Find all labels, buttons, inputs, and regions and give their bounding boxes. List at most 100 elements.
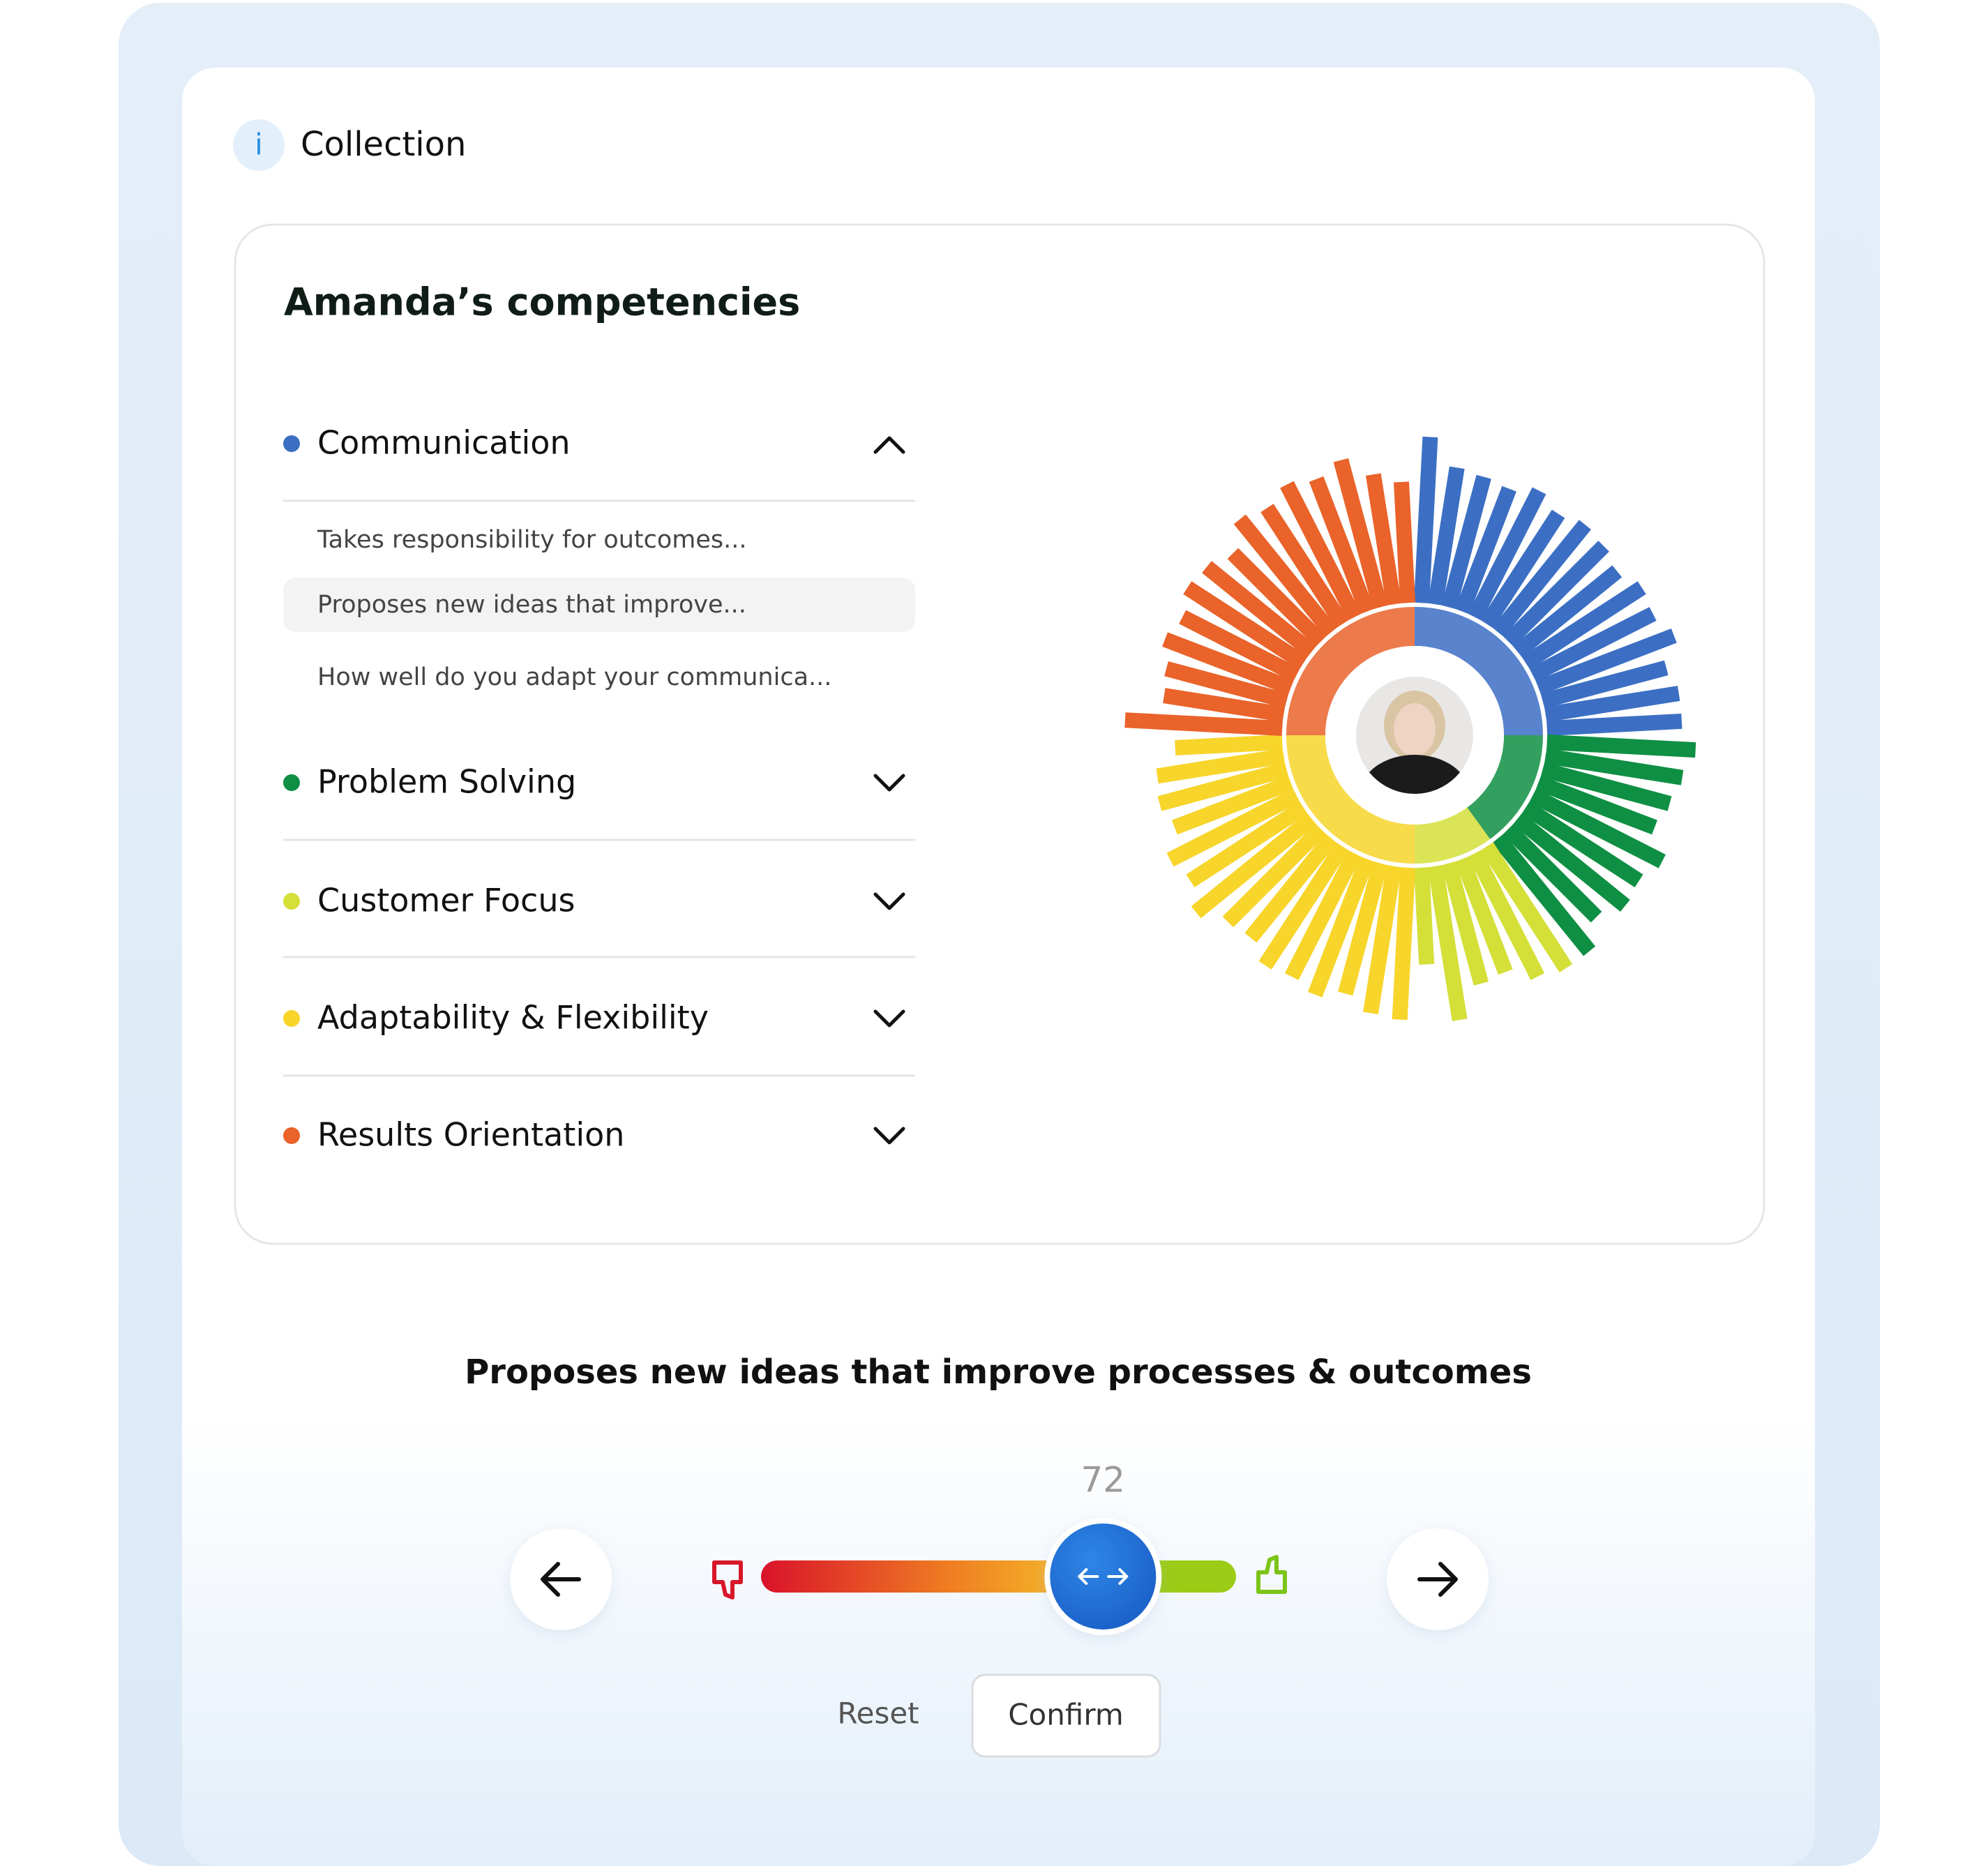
header-title: Collection — [301, 125, 466, 164]
bar — [1540, 762, 1672, 811]
bar — [1284, 850, 1362, 981]
slider-value: 72 — [1081, 1460, 1126, 1500]
chevron-down[interactable] — [873, 892, 905, 910]
bar — [1179, 610, 1300, 682]
bar — [1233, 514, 1337, 638]
bar — [1521, 801, 1643, 888]
bar — [1191, 813, 1317, 919]
chevron-down[interactable] — [873, 774, 905, 792]
bar — [1333, 458, 1388, 610]
bar — [1454, 856, 1513, 975]
arrow-left[interactable] — [541, 1562, 581, 1597]
bar — [1280, 481, 1362, 621]
bar — [1413, 436, 1438, 603]
legend-dot — [283, 893, 300, 910]
bar — [1227, 548, 1327, 647]
bar — [1363, 864, 1402, 1015]
bar — [1392, 867, 1416, 1021]
bar — [1492, 833, 1596, 956]
knob-arrows[interactable] — [1078, 1568, 1129, 1585]
bar — [1393, 481, 1416, 603]
radial-chart — [1124, 436, 1696, 1021]
legend-dot — [283, 435, 300, 452]
bar — [1162, 632, 1294, 695]
bar — [1468, 850, 1545, 981]
confirm-button[interactable]: Confirm — [1008, 1698, 1124, 1732]
bar — [1124, 712, 1283, 737]
bar — [1175, 734, 1283, 755]
bar — [1309, 476, 1375, 615]
selected-item-bg — [283, 578, 915, 632]
bar — [1544, 686, 1680, 723]
avatar-body — [1360, 755, 1469, 794]
bar — [1413, 867, 1435, 965]
legend-dot — [283, 1010, 300, 1027]
thumbs-down[interactable] — [712, 1560, 743, 1600]
bar — [1540, 660, 1669, 709]
bar — [1244, 833, 1337, 943]
competency-name[interactable]: Communication — [317, 424, 571, 462]
bar — [1503, 823, 1602, 923]
arrow-right[interactable] — [1417, 1562, 1458, 1597]
inner-ring — [1466, 735, 1543, 839]
bar — [1166, 788, 1300, 867]
bar — [1186, 801, 1308, 888]
question-item[interactable]: Proposes new ideas that improve... — [317, 591, 746, 619]
info-icon: i — [255, 128, 263, 162]
bar — [1156, 748, 1286, 784]
question-item[interactable]: Takes responsibility for outcomes... — [317, 526, 747, 554]
legend-dot — [283, 774, 300, 791]
inner-ring — [1286, 607, 1415, 736]
bar — [1480, 509, 1565, 629]
bar — [1427, 466, 1465, 606]
bar — [1427, 864, 1468, 1021]
competency-name[interactable]: Results Orientation — [317, 1116, 624, 1154]
confirm-button-bg[interactable] — [971, 1673, 1161, 1758]
avatar-face — [1394, 703, 1436, 756]
card-title: Amanda’s competencies — [284, 280, 800, 324]
slider[interactable] — [761, 1518, 1236, 1635]
slider-knob[interactable] — [1044, 1518, 1162, 1635]
bar — [1529, 607, 1657, 682]
next-button[interactable] — [1387, 1528, 1489, 1630]
prev-button[interactable] — [510, 1528, 612, 1630]
thumbs-up[interactable] — [1256, 1555, 1287, 1594]
inner-ring — [1286, 735, 1415, 864]
legend-dot — [283, 1127, 300, 1144]
chevron-up[interactable] — [873, 436, 905, 454]
bar — [1183, 581, 1308, 670]
competency-name[interactable]: Adaptability & Flexibility — [317, 999, 709, 1037]
bar — [1512, 813, 1630, 912]
bar — [1222, 823, 1327, 928]
bar — [1546, 713, 1682, 737]
bar — [1365, 473, 1402, 606]
chevron-down[interactable] — [873, 1009, 905, 1028]
bar — [1260, 504, 1349, 629]
chevron-down[interactable] — [873, 1127, 905, 1145]
bar — [1163, 688, 1286, 723]
reset-button[interactable]: Reset — [837, 1696, 919, 1731]
avatar — [1360, 691, 1469, 794]
question: Proposes new ideas that improve processe… — [465, 1353, 1532, 1392]
inner-ring — [1414, 807, 1491, 864]
slider-track-low[interactable] — [761, 1560, 1104, 1593]
bar — [1544, 748, 1684, 785]
bar — [1307, 856, 1375, 998]
inner-ring — [1414, 607, 1543, 736]
bar — [1171, 775, 1294, 835]
competency-list: Communication Problem Solving Customer Foc… — [283, 424, 915, 1154]
competency-name[interactable]: Problem Solving — [317, 763, 576, 801]
bar — [1546, 734, 1696, 758]
bar — [1202, 561, 1317, 658]
bar — [1441, 474, 1491, 610]
bar — [1441, 861, 1489, 986]
bar — [1503, 541, 1609, 647]
bar — [1338, 861, 1388, 996]
bar — [1492, 520, 1591, 638]
question-item[interactable]: How well do you adapt your communica... — [317, 663, 831, 691]
bar — [1468, 487, 1546, 621]
info-icon-bg — [233, 119, 285, 171]
competency-name[interactable]: Customer Focus — [317, 882, 575, 919]
bar — [1529, 788, 1666, 868]
